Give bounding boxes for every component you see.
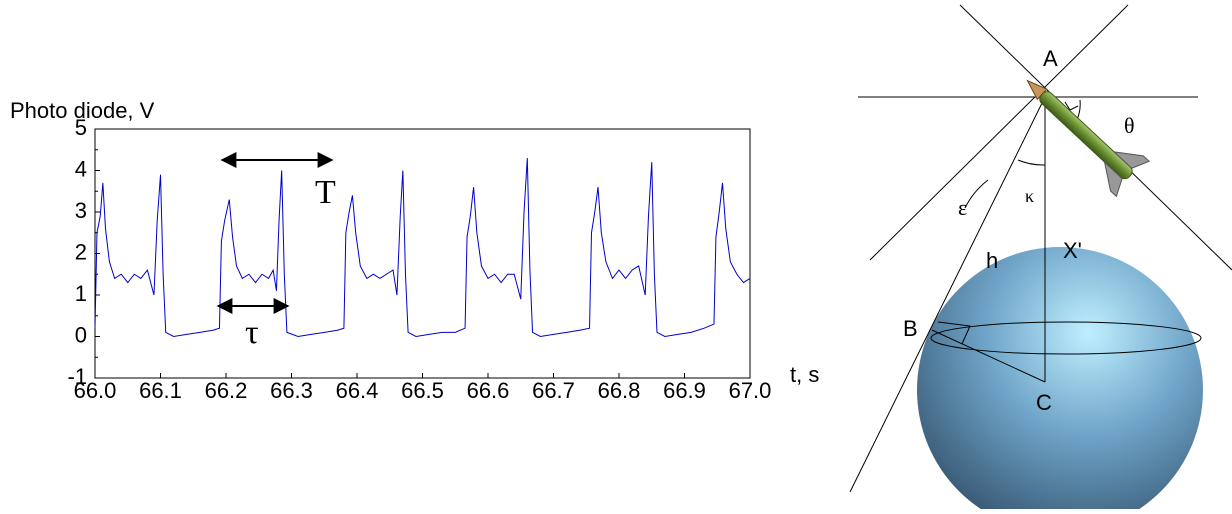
x-tick-label: 66.1	[139, 378, 182, 403]
label-a: A	[1043, 46, 1058, 71]
geometry-diagram	[849, 4, 1232, 514]
label-b: B	[903, 316, 918, 341]
label-c: C	[1036, 390, 1052, 415]
x-tick-label: 66.4	[336, 378, 379, 403]
y-tick-label: 2	[75, 239, 87, 264]
horizon-circle	[930, 321, 1202, 355]
x-tick-label: 66.8	[598, 378, 641, 403]
y-tick-label: 3	[75, 198, 87, 223]
x-tick-label: 66.6	[467, 378, 510, 403]
earth	[917, 247, 1203, 514]
rocket	[1026, 79, 1151, 198]
epsilon-arc	[964, 179, 989, 209]
kappa-arc	[1017, 159, 1046, 166]
label-h: h	[986, 248, 998, 273]
y-tick-label: 5	[75, 115, 87, 140]
y-tick-label: 0	[75, 322, 87, 347]
radius-line	[931, 329, 1046, 383]
signal-line	[94, 158, 751, 338]
y-tick-label: 4	[75, 156, 87, 181]
y-tick-label: -1	[67, 364, 87, 389]
label-epsilon: ε	[958, 195, 967, 220]
x-tick-label: 66.5	[401, 378, 444, 403]
label-theta: θ	[1124, 113, 1135, 138]
x-tick-label: 66.2	[205, 378, 248, 403]
x-axis-label: t, s	[790, 362, 819, 387]
x-tick-label: 67.0	[729, 378, 772, 403]
pulse-label: τ	[245, 314, 259, 351]
period-label: T	[315, 174, 336, 211]
x-tick-label: 66.3	[270, 378, 313, 403]
right-angle-a	[1064, 101, 1079, 111]
label-kappa: κ	[1025, 186, 1034, 206]
x-tick-label: 66.0	[74, 378, 117, 403]
plot: 5 4 3 2 1 0 -166.0 66.1 66.2 66.3 66.4 66.5 66.6 66.7…	[67, 115, 771, 403]
tangent-line	[849, 96, 1046, 493]
x-tick-label: 66.9	[663, 378, 706, 403]
right-angle	[937, 321, 971, 345]
y-tick-label: 1	[75, 281, 87, 306]
view-line	[869, 4, 1129, 261]
y-axis-label: Photo diode, V	[10, 98, 155, 123]
x-tick-label: 66.7	[532, 378, 575, 403]
label-x-prime: X'	[1063, 238, 1082, 263]
